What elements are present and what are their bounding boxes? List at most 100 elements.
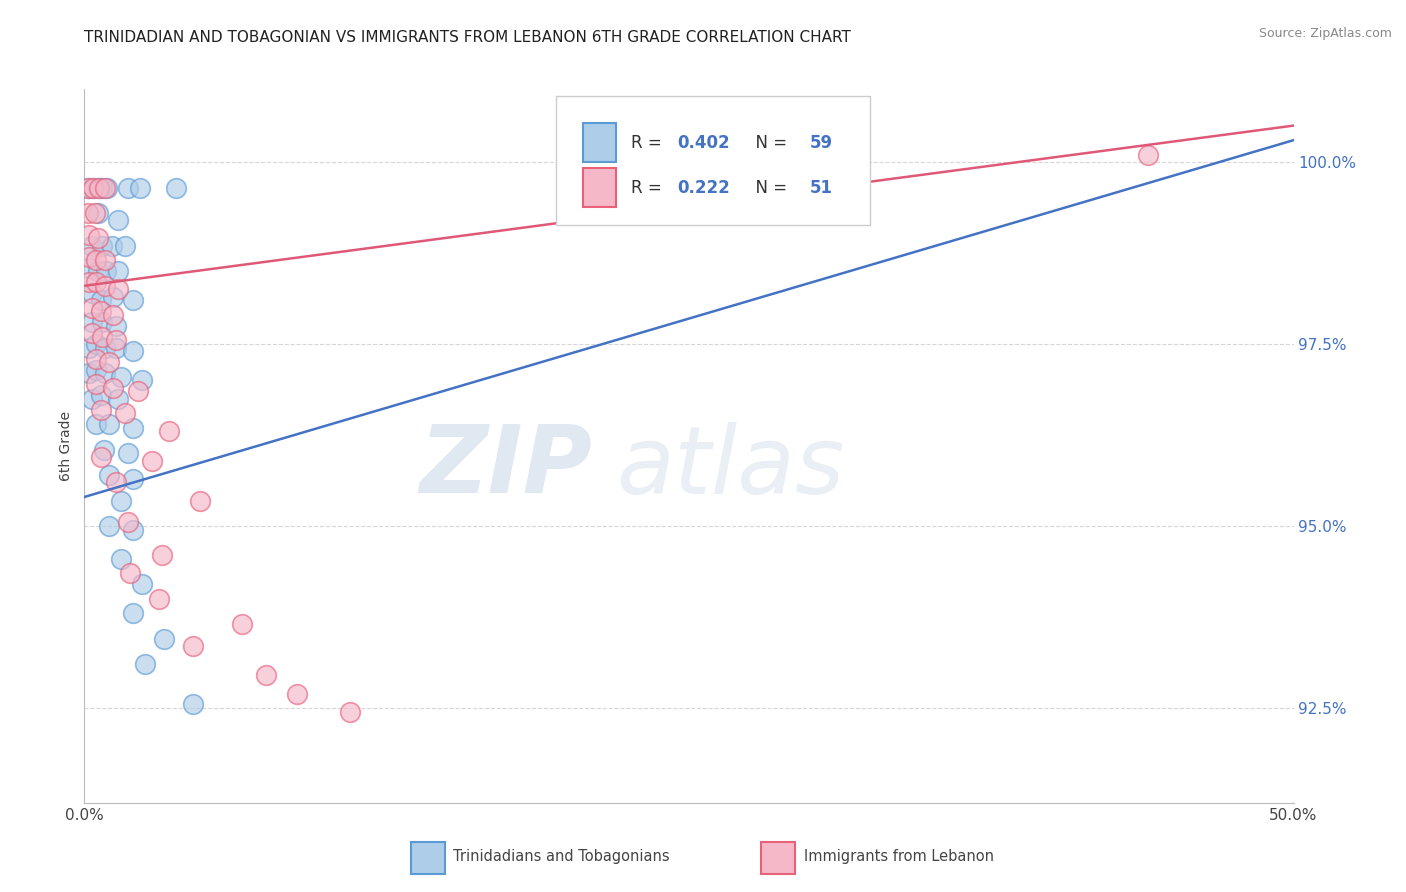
Point bbox=[254, 668, 277, 682]
Point bbox=[91, 239, 114, 253]
Point bbox=[97, 417, 120, 432]
Point bbox=[86, 362, 108, 376]
Point bbox=[117, 180, 139, 194]
Point bbox=[86, 417, 108, 432]
FancyBboxPatch shape bbox=[582, 168, 616, 207]
Point bbox=[90, 293, 112, 308]
Text: R =: R = bbox=[631, 178, 666, 196]
Point bbox=[90, 402, 112, 417]
Point bbox=[82, 180, 104, 194]
Point bbox=[77, 260, 100, 275]
Text: Immigrants from Lebanon: Immigrants from Lebanon bbox=[804, 849, 994, 863]
Point bbox=[285, 687, 308, 701]
Point bbox=[86, 231, 108, 245]
Point bbox=[104, 341, 127, 355]
Point bbox=[117, 516, 139, 530]
Point bbox=[129, 180, 152, 194]
Text: 0.222: 0.222 bbox=[676, 178, 730, 196]
Point bbox=[80, 286, 103, 301]
Point bbox=[141, 453, 163, 467]
Point bbox=[80, 392, 103, 406]
Text: N =: N = bbox=[745, 178, 792, 196]
Point bbox=[80, 239, 103, 253]
Point bbox=[131, 577, 153, 591]
Text: Source: ZipAtlas.com: Source: ZipAtlas.com bbox=[1258, 27, 1392, 40]
Point bbox=[86, 351, 108, 366]
Point bbox=[114, 239, 136, 253]
Point bbox=[121, 523, 143, 537]
Point bbox=[77, 180, 100, 194]
Point bbox=[153, 632, 176, 646]
Point bbox=[131, 374, 153, 388]
Point bbox=[91, 330, 114, 344]
Text: 0.402: 0.402 bbox=[676, 134, 730, 152]
Point bbox=[86, 206, 108, 220]
Point bbox=[110, 493, 132, 508]
Text: 59: 59 bbox=[810, 134, 832, 152]
FancyBboxPatch shape bbox=[555, 96, 870, 225]
Text: atlas: atlas bbox=[616, 422, 845, 513]
Point bbox=[181, 698, 204, 712]
Point bbox=[97, 519, 120, 533]
Point bbox=[86, 180, 108, 194]
Point bbox=[94, 278, 117, 293]
Point bbox=[107, 282, 129, 296]
Point bbox=[121, 344, 143, 359]
Point bbox=[1137, 147, 1160, 161]
Text: 51: 51 bbox=[810, 178, 832, 196]
Point bbox=[121, 421, 143, 435]
Point bbox=[86, 253, 108, 268]
FancyBboxPatch shape bbox=[582, 123, 616, 162]
Point bbox=[165, 180, 187, 194]
Point bbox=[103, 308, 125, 322]
Point bbox=[77, 180, 100, 194]
FancyBboxPatch shape bbox=[762, 842, 796, 874]
Point bbox=[190, 493, 212, 508]
Point bbox=[77, 206, 100, 220]
FancyBboxPatch shape bbox=[411, 842, 444, 874]
Point bbox=[94, 253, 117, 268]
Point bbox=[90, 304, 112, 318]
Text: R =: R = bbox=[631, 134, 666, 152]
Point bbox=[90, 388, 112, 402]
Point bbox=[80, 315, 103, 329]
Point bbox=[103, 290, 125, 304]
Point bbox=[96, 180, 118, 194]
Text: ZIP: ZIP bbox=[419, 421, 592, 514]
Point bbox=[77, 341, 100, 355]
Point bbox=[77, 275, 100, 289]
Point bbox=[93, 442, 115, 457]
Point bbox=[134, 657, 156, 672]
Point bbox=[121, 472, 143, 486]
Point bbox=[103, 381, 125, 395]
Point bbox=[94, 180, 117, 194]
Point bbox=[80, 301, 103, 315]
Point bbox=[82, 180, 104, 194]
Point bbox=[120, 566, 142, 581]
Point bbox=[150, 548, 173, 562]
Point bbox=[339, 705, 361, 719]
Point bbox=[104, 334, 127, 348]
Point bbox=[86, 337, 108, 351]
Point bbox=[110, 369, 132, 384]
Point bbox=[94, 264, 117, 278]
Point bbox=[77, 250, 100, 264]
Point bbox=[91, 315, 114, 329]
Point bbox=[86, 377, 108, 392]
Text: Trinidadians and Tobagonians: Trinidadians and Tobagonians bbox=[453, 849, 669, 863]
Point bbox=[94, 366, 117, 380]
Point bbox=[107, 264, 129, 278]
Point bbox=[77, 227, 100, 242]
Point bbox=[107, 213, 129, 227]
Point bbox=[121, 293, 143, 308]
Point bbox=[86, 264, 108, 278]
Point bbox=[127, 384, 149, 399]
Point bbox=[97, 468, 120, 483]
Point bbox=[157, 425, 180, 439]
Y-axis label: 6th Grade: 6th Grade bbox=[59, 411, 73, 481]
Point bbox=[91, 180, 114, 194]
Point bbox=[77, 366, 100, 380]
Point bbox=[84, 206, 107, 220]
Text: N =: N = bbox=[745, 134, 792, 152]
Point bbox=[231, 617, 253, 632]
